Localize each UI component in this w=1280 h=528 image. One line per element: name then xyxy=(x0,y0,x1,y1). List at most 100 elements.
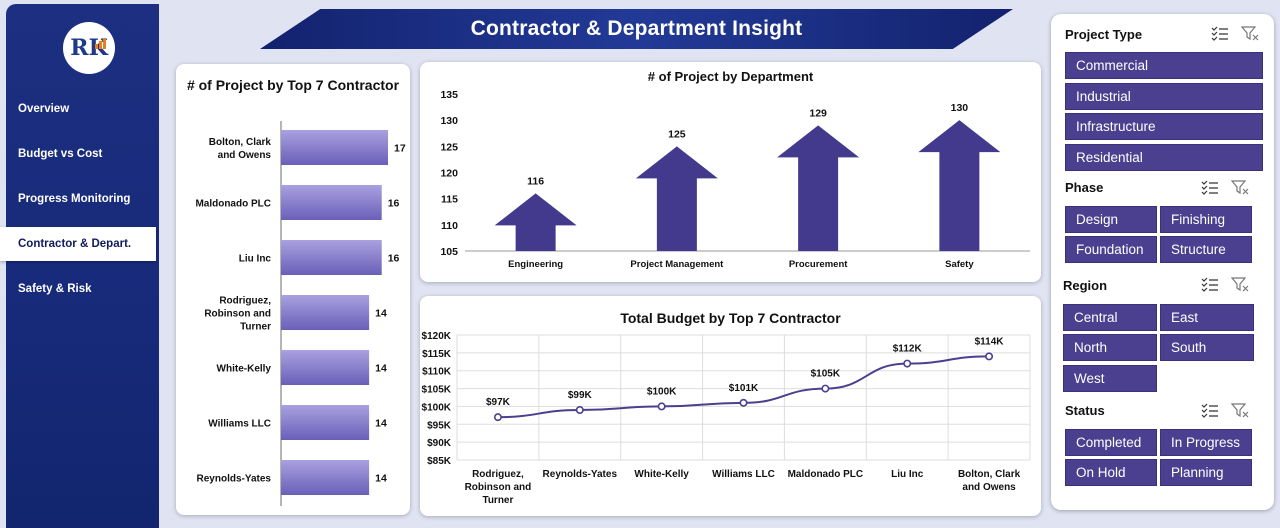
data-label: $99K xyxy=(568,390,593,401)
slicer-option-planning[interactable]: Planning xyxy=(1160,459,1252,486)
y-tick-label: $100K xyxy=(422,402,452,413)
company-logo[interactable]: RK xyxy=(63,22,115,74)
filter-panel: Project Type Commercial Industrial Infra… xyxy=(1051,14,1274,510)
slicer-option-commercial[interactable]: Commercial xyxy=(1065,52,1263,79)
x-tick-label: Rodriguez, Robinson and Turner xyxy=(465,469,532,506)
data-label: 14 xyxy=(375,473,387,485)
slicer-option-east[interactable]: East xyxy=(1160,304,1254,331)
data-label: 14 xyxy=(375,363,387,375)
clear-filter-icon[interactable] xyxy=(1231,402,1249,418)
slicer-option-completed[interactable]: Completed xyxy=(1065,429,1157,456)
bar-bolton-clark-and-owens xyxy=(281,130,388,165)
data-label: $100K xyxy=(647,386,677,397)
data-point-white-kelly xyxy=(657,402,666,411)
data-label: $112K xyxy=(893,344,923,355)
contractor-budget-chart-card: Total Budget by Top 7 Contractor $85K $90… xyxy=(420,296,1041,516)
y-tick-label: $115K xyxy=(422,349,452,360)
slicer-option-north[interactable]: North xyxy=(1063,334,1157,361)
chart-title: # of Project by Top 7 Contractor xyxy=(186,77,400,93)
bar-rodriguez-robinson-and-turner xyxy=(281,295,370,330)
data-point-bolton-clark-and-owens xyxy=(985,352,994,361)
arrow-bar-procurement xyxy=(777,125,860,251)
y-tick-label: $90K xyxy=(427,438,452,449)
y-tick-label: $85K xyxy=(427,456,452,467)
y-tick-label: $105K xyxy=(422,385,452,396)
category-label: Reynolds-Yates xyxy=(197,474,272,485)
data-label: 129 xyxy=(809,107,827,119)
sidebar-item-label: Overview xyxy=(18,103,70,115)
slicer-option-in-progress[interactable]: In Progress xyxy=(1160,429,1252,456)
x-tick-label: Engineering xyxy=(508,259,563,270)
chart-title: Total Budget by Top 7 Contractor xyxy=(620,310,841,326)
category-label: Liu Inc xyxy=(239,254,272,265)
x-tick-label: Liu Inc xyxy=(891,469,924,480)
data-label: 17 xyxy=(394,143,406,155)
bar-liu-inc xyxy=(281,240,382,275)
multi-select-icon[interactable] xyxy=(1201,402,1219,418)
slicer-title-region: Region xyxy=(1063,278,1108,293)
slicer-option-structure[interactable]: Structure xyxy=(1160,236,1252,263)
clear-filter-icon[interactable] xyxy=(1231,276,1249,292)
slicer-option-design[interactable]: Design xyxy=(1065,206,1157,233)
data-point-rodriguez-robinson-and-turner xyxy=(493,413,502,422)
category-label: Bolton, Clark and Owens xyxy=(209,137,272,161)
data-label: $105K xyxy=(811,369,841,380)
data-label: 116 xyxy=(527,175,544,187)
arrow-bar-safety xyxy=(918,120,1001,251)
department-projects-chart: 105 110 115 120 125 130 135 116 Engineering 125 Pr… xyxy=(440,89,1030,270)
data-label: 14 xyxy=(375,308,387,320)
clear-filter-icon[interactable] xyxy=(1241,25,1259,41)
sidebar-item-label: Safety & Risk xyxy=(18,283,92,295)
arrow-bar-engineering xyxy=(494,193,577,251)
sidebar-item-budget-vs-cost[interactable]: Budget vs Cost xyxy=(0,137,160,171)
slicer-option-industrial[interactable]: Industrial xyxy=(1065,83,1263,110)
bar-williams-llc xyxy=(281,405,370,440)
x-tick-label: Safety xyxy=(945,259,974,270)
slicer-option-infrastructure[interactable]: Infrastructure xyxy=(1065,113,1263,140)
slicer-option-on-hold[interactable]: On Hold xyxy=(1065,459,1157,486)
sidebar-item-label: Contractor & Depart. xyxy=(18,238,132,250)
data-label: $97K xyxy=(486,397,511,408)
data-point-maldonado-plc xyxy=(821,384,830,393)
sidebar: RK xyxy=(6,4,159,528)
sidebar-item-overview[interactable]: Overview xyxy=(0,92,160,126)
multi-select-icon[interactable] xyxy=(1211,25,1229,41)
slicer-option-central[interactable]: Central xyxy=(1063,304,1157,331)
y-tick-label: 130 xyxy=(440,115,458,127)
x-tick-label: Reynolds-Yates xyxy=(543,469,618,480)
sidebar-nav: Overview Budget vs Cost Progress Monitor… xyxy=(0,92,160,317)
data-label: 125 xyxy=(668,128,686,140)
slicer-option-residential[interactable]: Residential xyxy=(1065,144,1263,171)
x-tick-label: Williams LLC xyxy=(712,469,775,480)
bar-reynolds-yates xyxy=(281,460,370,495)
y-tick-label: 115 xyxy=(441,194,458,206)
multi-select-icon[interactable] xyxy=(1201,276,1219,292)
data-point-williams-llc xyxy=(739,398,748,407)
sidebar-item-progress-monitoring[interactable]: Progress Monitoring xyxy=(0,182,160,216)
x-tick-label: White-Kelly xyxy=(634,469,689,480)
data-label: $101K xyxy=(729,383,759,394)
department-projects-chart-card: # of Project by Department 105 110 115 120 1… xyxy=(420,62,1041,282)
slicer-option-west[interactable]: West xyxy=(1063,365,1157,392)
bar-white-kelly xyxy=(281,350,370,385)
data-label: 16 xyxy=(388,253,400,265)
slicer-option-foundation[interactable]: Foundation xyxy=(1065,236,1157,263)
slicer-option-finishing[interactable]: Finishing xyxy=(1160,206,1252,233)
data-label: 130 xyxy=(951,102,969,114)
slicer-option-south[interactable]: South xyxy=(1160,334,1254,361)
sidebar-item-label: Progress Monitoring xyxy=(18,193,131,205)
multi-select-icon[interactable] xyxy=(1201,179,1219,195)
category-label: Williams LLC xyxy=(208,419,271,430)
sidebar-item-label: Budget vs Cost xyxy=(18,148,103,160)
y-tick-label: $120K xyxy=(422,331,452,342)
category-label: Rodriguez, Robinson and Turner xyxy=(204,296,271,333)
contractor-budget-chart: $85K $90K $95K $100K $105K $110K $115K $120K $97… xyxy=(422,331,1031,506)
sidebar-item-safety-risk[interactable]: Safety & Risk xyxy=(0,272,160,306)
sidebar-item-contractor-depart[interactable]: Contractor & Depart. xyxy=(0,227,156,261)
clear-filter-icon[interactable] xyxy=(1231,179,1249,195)
data-point-liu-inc xyxy=(903,359,912,368)
x-tick-label: Bolton, Clark and Owens xyxy=(958,469,1021,493)
contractor-projects-chart-card: # of Project by Top 7 Contractor 17 Bolto… xyxy=(176,64,410,515)
slicer-title-phase: Phase xyxy=(1065,180,1104,195)
slicer-title-project-type: Project Type xyxy=(1065,27,1143,42)
